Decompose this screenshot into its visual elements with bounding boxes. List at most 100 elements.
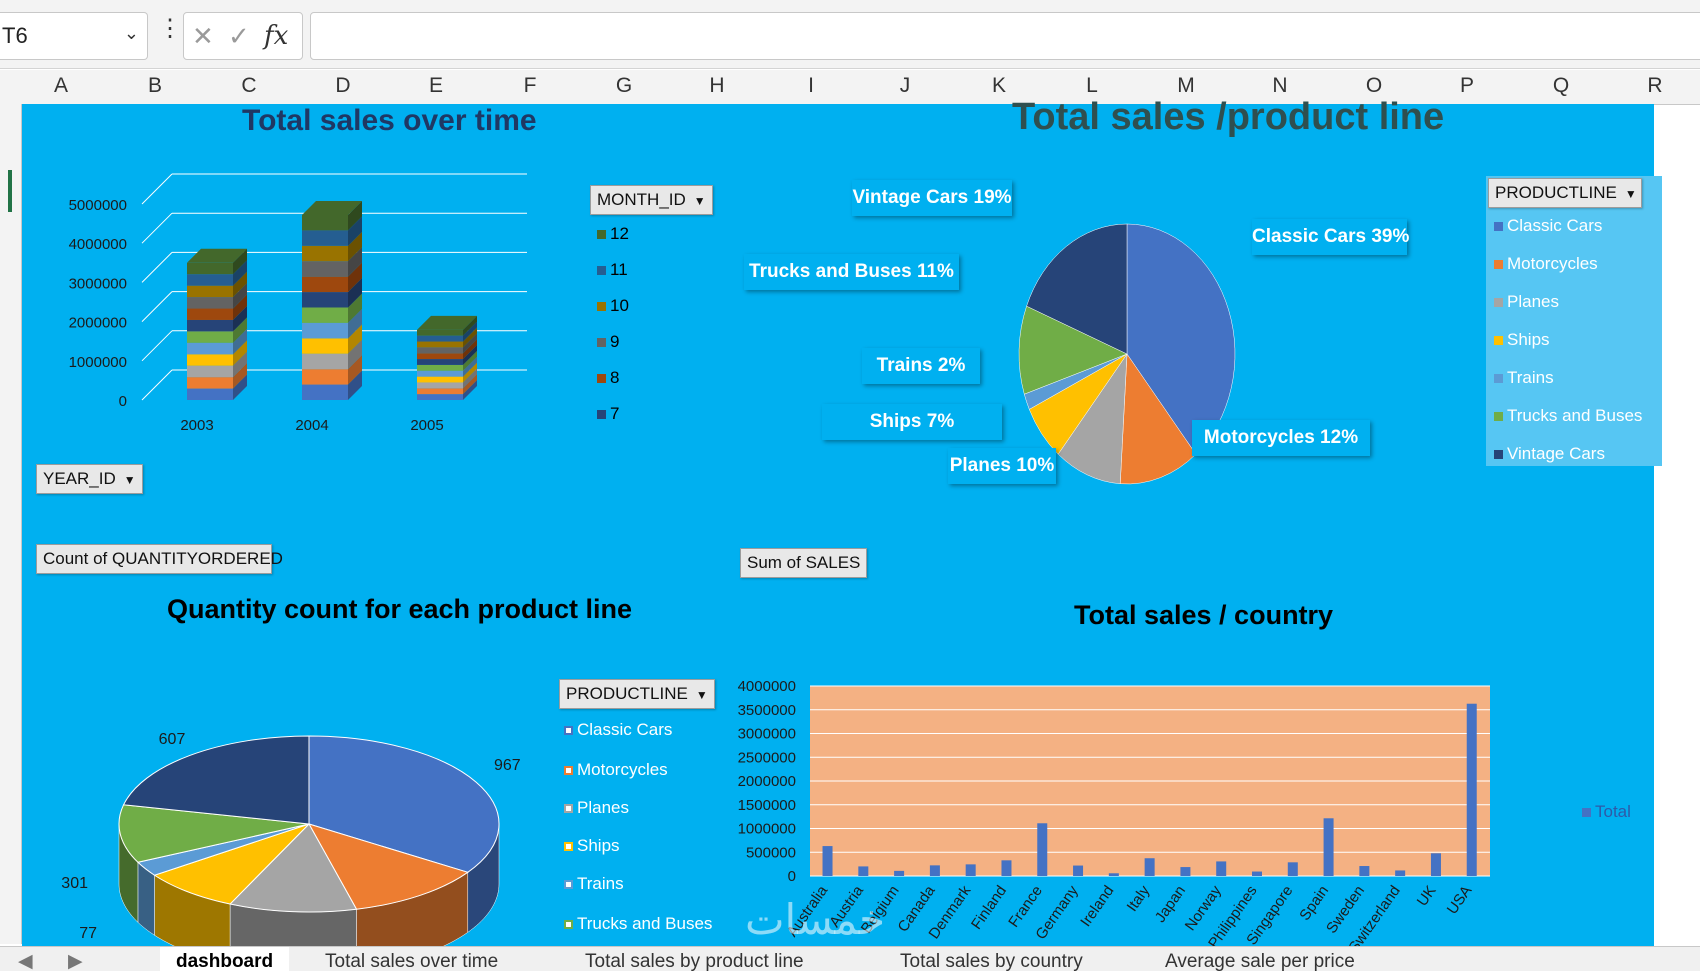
sales-over-time-chart[interactable]: 0 1000000 2000000 3000000 4000000 5000000 2003… (42, 164, 562, 464)
pie-slice (153, 823, 310, 905)
more-options-icon[interactable]: ⋮ (158, 15, 182, 42)
dropdown-arrow-icon: ▼ (123, 473, 136, 487)
gridline (141, 330, 173, 362)
y-tick-label: 0 (788, 868, 796, 885)
tab-average-sale[interactable]: Average sale per price (1165, 951, 1355, 971)
column-header-c[interactable]: C (241, 74, 257, 97)
data-label: 607 (159, 731, 186, 748)
dropdown-arrow-icon: ▼ (693, 194, 706, 208)
tab-sales-by-product-line[interactable]: Total sales by product line (585, 951, 804, 971)
data-label-motorcycles: Motorcycles 12% (1192, 420, 1370, 456)
column-header-q[interactable]: Q (1552, 74, 1570, 97)
bar (1001, 860, 1012, 876)
column-header-a[interactable]: A (53, 74, 68, 97)
bar (1359, 866, 1370, 876)
chevron-down-icon[interactable]: ⌄ (123, 23, 139, 43)
pie-slice (1057, 353, 1128, 485)
legend-label: 12 (610, 224, 629, 243)
x-tick-label: Japan (1152, 883, 1189, 926)
legend-label: Trains (1507, 368, 1554, 387)
bar-segment (187, 365, 233, 378)
row-headers[interactable] (0, 104, 22, 944)
bar-segment (187, 354, 233, 366)
sum-of-sales-button[interactable]: Sum of SALES (740, 548, 868, 578)
product-line-pie-chart[interactable] (977, 204, 1277, 504)
bar-segment (187, 285, 233, 298)
fx-icon[interactable]: fx (264, 21, 289, 51)
bar-side (233, 260, 247, 286)
pie-slice (1018, 305, 1128, 395)
column-header-l[interactable]: L (1086, 74, 1098, 97)
column-header-d[interactable]: D (335, 74, 351, 97)
column-header-p[interactable]: P (1459, 74, 1474, 97)
data-label-ships: Ships 7% (822, 404, 1002, 440)
bar-segment (187, 342, 233, 355)
bar-segment (302, 261, 348, 277)
column-header-h[interactable]: H (709, 74, 725, 97)
bar (1430, 853, 1441, 876)
cancel-icon[interactable]: ✕ (192, 21, 214, 51)
legend-swatch (1494, 450, 1503, 460)
column-header-m[interactable]: M (1177, 74, 1195, 97)
legend-item: Trucks and Buses (564, 914, 712, 934)
bar-side (348, 231, 362, 262)
column-header-k[interactable]: K (991, 74, 1006, 97)
productline-filter-button[interactable]: PRODUCTLINE ▼ (1488, 178, 1642, 208)
column-header-r[interactable]: R (1647, 74, 1663, 97)
bar (1144, 858, 1155, 876)
quantity-pie-chart[interactable]: 96723477301607 (22, 680, 582, 946)
legend-label: Trucks and Buses (1507, 406, 1643, 425)
bar-segment (302, 353, 348, 370)
legend-swatch (1494, 222, 1503, 232)
productline-label: PRODUCTLINE (566, 684, 688, 703)
legend-item: Trains (564, 874, 624, 894)
column-header-b[interactable]: B (147, 74, 162, 97)
column-header-n[interactable]: N (1272, 74, 1288, 97)
bar-segment (302, 245, 348, 262)
y-tick-label: 5000000 (69, 197, 127, 214)
bar-side (348, 355, 362, 385)
tab-dashboard[interactable]: dashboard (160, 947, 290, 971)
x-tick-label: 2003 (180, 417, 213, 434)
column-header-e[interactable]: E (428, 74, 443, 97)
tab-scroll-left-icon[interactable]: ◀ (18, 951, 33, 971)
tab-scroll-right-icon[interactable]: ▶ (68, 951, 83, 971)
country-bar-chart[interactable]: 0 500000 1000000 1500000 2000000 2500000 30000… (722, 646, 1622, 946)
bar (858, 866, 869, 876)
column-header-i[interactable]: I (808, 74, 814, 97)
legend-swatch (597, 230, 606, 240)
count-quantityordered-button[interactable]: Count of QUANTITYORDERED (36, 544, 283, 574)
bar-side (348, 339, 362, 370)
formula-input[interactable] (310, 12, 1700, 60)
tab-sales-by-country[interactable]: Total sales by country (900, 951, 1083, 971)
tab-sales-over-time[interactable]: Total sales over time (325, 951, 499, 971)
gridline (141, 291, 173, 322)
data-label-vintage-cars: Vintage Cars 19% (852, 180, 1012, 216)
legend-item-month: 9 (597, 332, 619, 352)
bar-side (233, 283, 247, 309)
legend-item: Planes (1494, 292, 1559, 312)
bar-side (348, 278, 362, 308)
legend-label: 11 (610, 260, 628, 279)
bar-side (348, 216, 362, 246)
legend-swatch (564, 804, 573, 814)
month-id-filter-button[interactable]: MONTH_ID ▼ (590, 185, 713, 215)
bar-side (463, 362, 477, 383)
formula-bar: T6 ⌄ ⋮ ✕ ✓ fx (0, 0, 1700, 69)
legend-label: Trains (577, 874, 624, 893)
column-header-f[interactable]: F (523, 74, 537, 97)
year-id-filter-button[interactable]: YEAR_ID ▼ (36, 464, 143, 494)
bar-side (463, 374, 477, 395)
column-header-j[interactable]: J (899, 74, 911, 97)
productline-filter-button-2[interactable]: PRODUCTLINE ▼ (559, 679, 715, 709)
column-header-g[interactable]: G (615, 74, 633, 97)
legend-swatch (1494, 374, 1503, 384)
bar-segment (417, 388, 463, 395)
y-tick-label: 2500000 (738, 749, 796, 766)
legend-swatch (597, 374, 606, 384)
legend-label: Total (1595, 802, 1631, 821)
check-icon[interactable]: ✓ (228, 21, 250, 51)
column-header-o[interactable]: O (1365, 74, 1383, 97)
name-box[interactable]: T6 ⌄ (0, 12, 148, 60)
bar-side (463, 327, 477, 348)
